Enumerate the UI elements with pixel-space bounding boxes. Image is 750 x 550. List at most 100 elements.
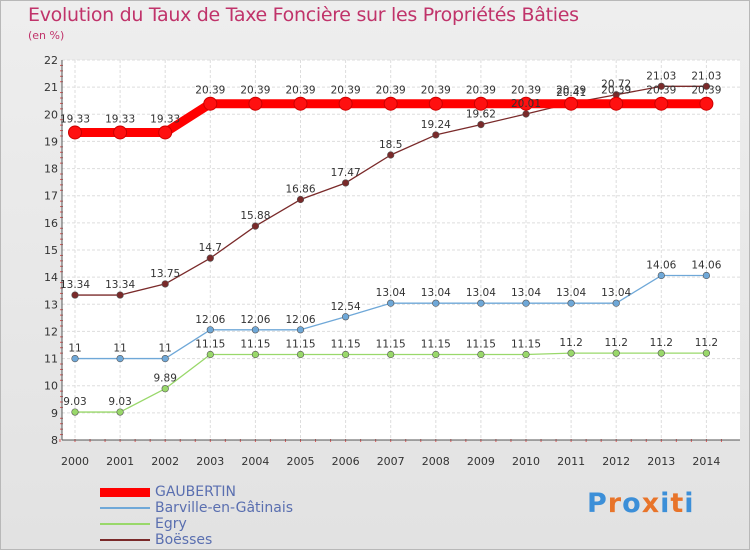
x-tick-label: 2003	[196, 455, 224, 468]
data-label: 17.47	[331, 167, 361, 179]
data-label: 11.15	[331, 339, 361, 351]
data-label: 15.88	[240, 210, 270, 222]
y-tick-label: 19	[44, 135, 58, 148]
y-tick-label: 16	[44, 217, 58, 230]
data-point	[428, 96, 443, 111]
data-label: 11.15	[421, 339, 451, 351]
y-tick-label: 18	[44, 163, 58, 176]
data-label: 19.33	[150, 113, 180, 125]
x-tick-label: 2010	[512, 455, 540, 468]
legend-label: GAUBERTIN	[155, 484, 236, 500]
data-point	[342, 350, 350, 359]
data-label: 13.04	[466, 287, 496, 299]
data-point	[296, 195, 305, 204]
data-point	[161, 385, 169, 393]
data-point	[522, 110, 530, 118]
data-label: 11.15	[511, 339, 541, 351]
data-label: 20.39	[421, 85, 451, 97]
logo-letter: i	[660, 488, 671, 519]
data-label: 11.2	[559, 337, 582, 349]
data-point	[338, 96, 353, 111]
data-point	[206, 254, 214, 262]
data-point	[387, 350, 395, 359]
data-label: 9.89	[154, 373, 177, 385]
data-point	[251, 326, 259, 334]
data-point	[567, 299, 575, 307]
data-point	[702, 82, 711, 90]
data-label: 11.2	[650, 337, 673, 349]
x-tick-label: 2011	[557, 455, 585, 468]
data-point	[161, 354, 169, 363]
legend-label: Barville-en-Gâtinais	[155, 500, 294, 516]
logo-letter: r	[607, 488, 623, 519]
x-tick-label: 2002	[151, 455, 179, 468]
data-point	[251, 350, 259, 359]
data-label: 20.39	[556, 85, 586, 97]
data-label: 13.04	[376, 287, 406, 299]
logo-letter: P	[587, 488, 608, 519]
data-point	[158, 125, 173, 140]
data-point	[71, 354, 79, 363]
data-label: 9.03	[108, 396, 131, 408]
data-point	[387, 299, 395, 307]
data-label: 11	[159, 343, 172, 355]
data-point	[612, 349, 620, 357]
data-point	[473, 96, 488, 111]
data-point	[477, 299, 485, 307]
data-point	[432, 299, 440, 307]
legend-label: Egry	[155, 516, 187, 532]
data-point	[206, 326, 214, 334]
y-tick-label: 21	[44, 81, 58, 94]
data-label: 12.06	[285, 314, 315, 326]
y-tick-label: 14	[44, 271, 58, 284]
data-label: 20.39	[376, 85, 406, 97]
data-point	[203, 96, 218, 111]
chart-y-unit: (en %)	[28, 29, 65, 42]
data-point	[383, 96, 398, 111]
data-label: 13.04	[601, 287, 631, 299]
data-label: 19.33	[105, 113, 135, 125]
x-tick-label: 2007	[377, 455, 405, 468]
data-label: 20.39	[331, 85, 361, 97]
data-point	[116, 291, 124, 299]
data-label: 20.41	[556, 87, 586, 99]
data-label: 11	[68, 343, 81, 355]
data-label: 21.03	[691, 70, 721, 82]
data-point	[248, 96, 263, 111]
data-label: 11	[113, 343, 126, 355]
logo-letter: t	[670, 488, 685, 519]
data-label: 11.15	[466, 339, 496, 351]
y-tick-label: 8	[51, 434, 58, 447]
data-point	[387, 151, 395, 159]
data-label: 13.04	[421, 287, 451, 299]
y-tick-label: 13	[44, 298, 58, 311]
data-label: 12.06	[240, 314, 270, 326]
data-point	[342, 313, 350, 321]
data-point	[296, 326, 305, 334]
x-tick-label: 2004	[241, 455, 269, 468]
legend-swatch	[100, 507, 150, 509]
data-point	[519, 96, 533, 111]
y-tick-label: 15	[44, 244, 58, 257]
data-point	[116, 408, 124, 416]
data-label: 20.39	[240, 85, 270, 97]
data-point	[657, 82, 665, 90]
data-point	[342, 179, 350, 187]
data-label: 20.39	[646, 85, 676, 97]
data-label: 13.75	[150, 268, 180, 280]
data-label: 20.39	[195, 85, 225, 97]
data-point	[116, 354, 124, 363]
data-label: 19.33	[60, 113, 90, 125]
data-label: 12.54	[331, 301, 361, 313]
data-point	[609, 96, 624, 111]
data-point	[702, 271, 711, 280]
data-label: 13.04	[511, 287, 541, 299]
y-tick-label: 12	[44, 325, 58, 338]
data-point	[68, 125, 82, 140]
data-label: 14.7	[199, 242, 222, 254]
data-label: 13.34	[105, 279, 135, 291]
legend-label: Boësses	[155, 532, 213, 548]
data-label: 20.39	[466, 85, 496, 97]
data-label: 20.39	[691, 85, 721, 97]
